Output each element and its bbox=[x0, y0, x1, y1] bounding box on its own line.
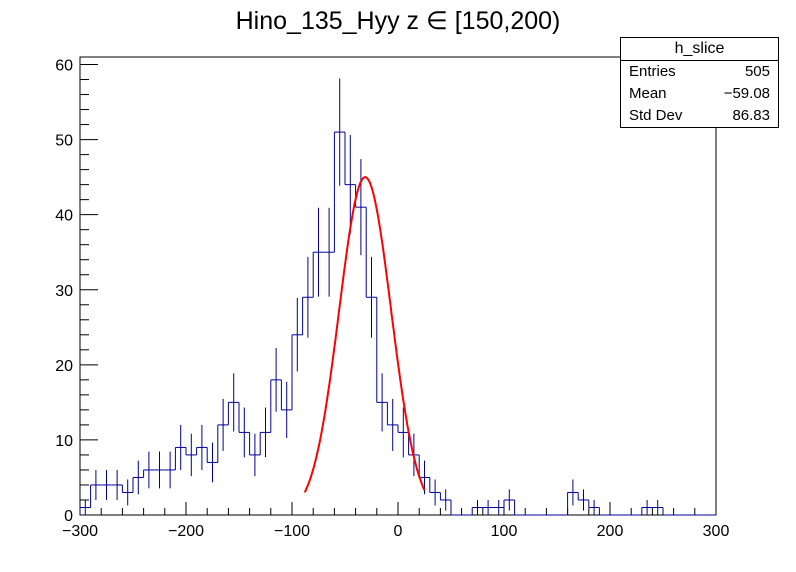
y-tick-label: 20 bbox=[55, 358, 73, 375]
stats-std-value: 86.83 bbox=[732, 107, 770, 124]
x-tick-label: 200 bbox=[597, 523, 624, 540]
x-tick-label: 0 bbox=[394, 523, 403, 540]
gaussian-fit-line bbox=[303, 176, 426, 493]
y-tick-label: 40 bbox=[55, 208, 73, 225]
x-tick-labels: −300 −200 −100 0 100 200 300 bbox=[62, 523, 729, 540]
histogram-bins bbox=[79, 131, 716, 516]
y-tick-label: 60 bbox=[55, 58, 73, 75]
x-tick-label: 300 bbox=[703, 523, 730, 540]
y-tick-label: 10 bbox=[55, 433, 73, 450]
x-tick-label: −200 bbox=[168, 523, 204, 540]
fit-curve bbox=[303, 176, 426, 493]
y-tick-label: 0 bbox=[64, 508, 73, 525]
stats-box: h_slice Entries 505 Mean −59.08 Std Dev … bbox=[620, 37, 779, 128]
stats-mean-value: −59.08 bbox=[723, 85, 770, 102]
y-tick-labels: 0 10 20 30 40 50 60 bbox=[55, 58, 73, 525]
stats-entries-value: 505 bbox=[744, 63, 770, 80]
stats-box-name: h_slice bbox=[621, 38, 778, 61]
error-bars bbox=[84, 78, 659, 515]
stats-std-label: Std Dev bbox=[629, 107, 683, 124]
stats-std-row: Std Dev 86.83 bbox=[621, 105, 778, 127]
stats-entries-label: Entries bbox=[629, 63, 676, 80]
y-tick-label: 30 bbox=[55, 283, 73, 300]
stats-mean-label: Mean bbox=[629, 85, 667, 102]
x-tick-label: −300 bbox=[62, 523, 98, 540]
chart-title: Hino_135_Hyy z ∈ [150,200) bbox=[235, 7, 561, 35]
y-tick-label: 50 bbox=[55, 133, 73, 150]
x-tick-label: 100 bbox=[491, 523, 518, 540]
x-tick-label: −100 bbox=[274, 523, 310, 540]
axis-ticks bbox=[79, 64, 717, 516]
stats-entries-row: Entries 505 bbox=[621, 61, 778, 83]
stats-mean-row: Mean −59.08 bbox=[621, 83, 778, 105]
